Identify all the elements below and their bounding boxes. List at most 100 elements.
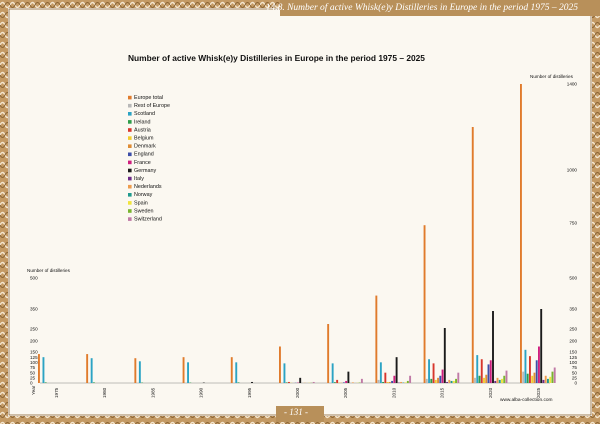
bar	[331, 363, 334, 383]
legend-swatch	[128, 152, 132, 157]
right-tick-label: 750	[569, 221, 577, 226]
bar	[312, 381, 315, 383]
x-axis-label: Year	[31, 385, 36, 395]
bar	[187, 362, 189, 383]
legend-label: Ireland	[134, 119, 150, 125]
bar	[432, 363, 435, 383]
right-tick-label: 150	[569, 350, 577, 355]
x-tick-label: 1985	[150, 387, 155, 398]
bar	[542, 379, 545, 383]
legend-label: Switzerland	[134, 217, 162, 223]
bar	[360, 378, 363, 383]
left-tick-label: 0	[30, 381, 33, 386]
legend-swatch	[128, 144, 132, 148]
legend-swatch	[128, 217, 132, 221]
bar	[283, 363, 286, 383]
bar	[345, 380, 348, 383]
bar	[476, 355, 479, 383]
bar	[42, 357, 45, 383]
bar	[483, 377, 485, 383]
bar	[237, 382, 240, 383]
bar	[457, 372, 460, 383]
bar	[446, 381, 448, 383]
bar	[540, 309, 543, 383]
legend-swatch	[128, 209, 132, 213]
legend-label: Sweden	[134, 208, 153, 214]
bar	[235, 362, 238, 383]
bar	[430, 378, 433, 383]
left-tick-label: 200	[30, 339, 38, 344]
left-tick-label: 25	[30, 375, 36, 380]
bar	[299, 377, 302, 383]
bar	[549, 376, 552, 383]
legend-swatch	[128, 136, 132, 140]
x-tick-label: 2020	[488, 387, 493, 398]
bar	[538, 346, 540, 383]
bar	[388, 381, 391, 383]
bar	[44, 382, 47, 383]
bar	[441, 369, 444, 383]
bar	[138, 361, 141, 383]
x-tick-label: 2000	[295, 387, 300, 398]
bar	[251, 381, 253, 383]
left-tick-label: 50	[30, 370, 36, 375]
bar	[522, 371, 525, 383]
legend-label: Austria	[134, 127, 151, 133]
bar	[92, 382, 95, 383]
left-axis-label: Number of distilleries	[27, 268, 71, 273]
left-tick-label: 125	[30, 355, 38, 360]
right-tick-label: 500	[569, 276, 577, 281]
bar	[474, 377, 476, 383]
x-tick-label: 1995	[247, 387, 252, 398]
bar	[498, 379, 501, 383]
bar	[327, 324, 330, 383]
bar	[434, 379, 437, 383]
bar	[492, 311, 494, 383]
bar	[547, 378, 549, 383]
legend-swatch	[128, 184, 132, 189]
bar	[377, 379, 380, 383]
bar	[494, 380, 497, 383]
bar	[406, 380, 409, 383]
right-tick-label: 250	[569, 327, 577, 332]
bar	[384, 372, 387, 383]
legend-swatch	[128, 103, 132, 108]
right-tick-label: 25	[572, 375, 578, 380]
bar	[503, 375, 506, 383]
bar	[439, 375, 442, 383]
legend-swatch	[128, 95, 132, 100]
bar	[379, 362, 382, 383]
bar	[134, 358, 137, 383]
bar	[404, 382, 407, 383]
bar	[347, 371, 350, 383]
bar	[428, 359, 430, 383]
bar	[423, 225, 426, 383]
bar	[529, 356, 531, 383]
legend-label: Rest of Europe	[134, 103, 170, 109]
bar	[553, 367, 556, 383]
legend-swatch	[128, 201, 132, 205]
right-tick-label: 125	[569, 355, 577, 360]
axes-layer: 0255075100125150200250350500025507510012…	[30, 82, 577, 386]
x-tick-label: 1980	[102, 387, 107, 398]
legend-label: England	[134, 152, 154, 158]
bar	[400, 381, 403, 383]
left-tick-label: 150	[30, 350, 38, 355]
bar	[409, 375, 412, 383]
legend-label: Germany	[134, 168, 156, 174]
bar	[285, 382, 288, 383]
website-label: www.alba-collection.com	[500, 397, 553, 403]
right-tick-label: 75	[572, 365, 578, 370]
x-tick-label: 1990	[199, 387, 204, 398]
legend-label: Denmark	[134, 144, 156, 150]
page-number: - 131 -	[284, 407, 308, 417]
left-tick-label: 100	[30, 360, 38, 365]
bar	[524, 349, 527, 383]
bar	[471, 127, 474, 383]
bar	[333, 382, 336, 383]
bar	[478, 375, 481, 383]
bar	[90, 358, 93, 383]
x-tick-label: 2025	[536, 387, 541, 398]
legend-label: Scotland	[134, 111, 155, 117]
bar	[455, 378, 457, 383]
